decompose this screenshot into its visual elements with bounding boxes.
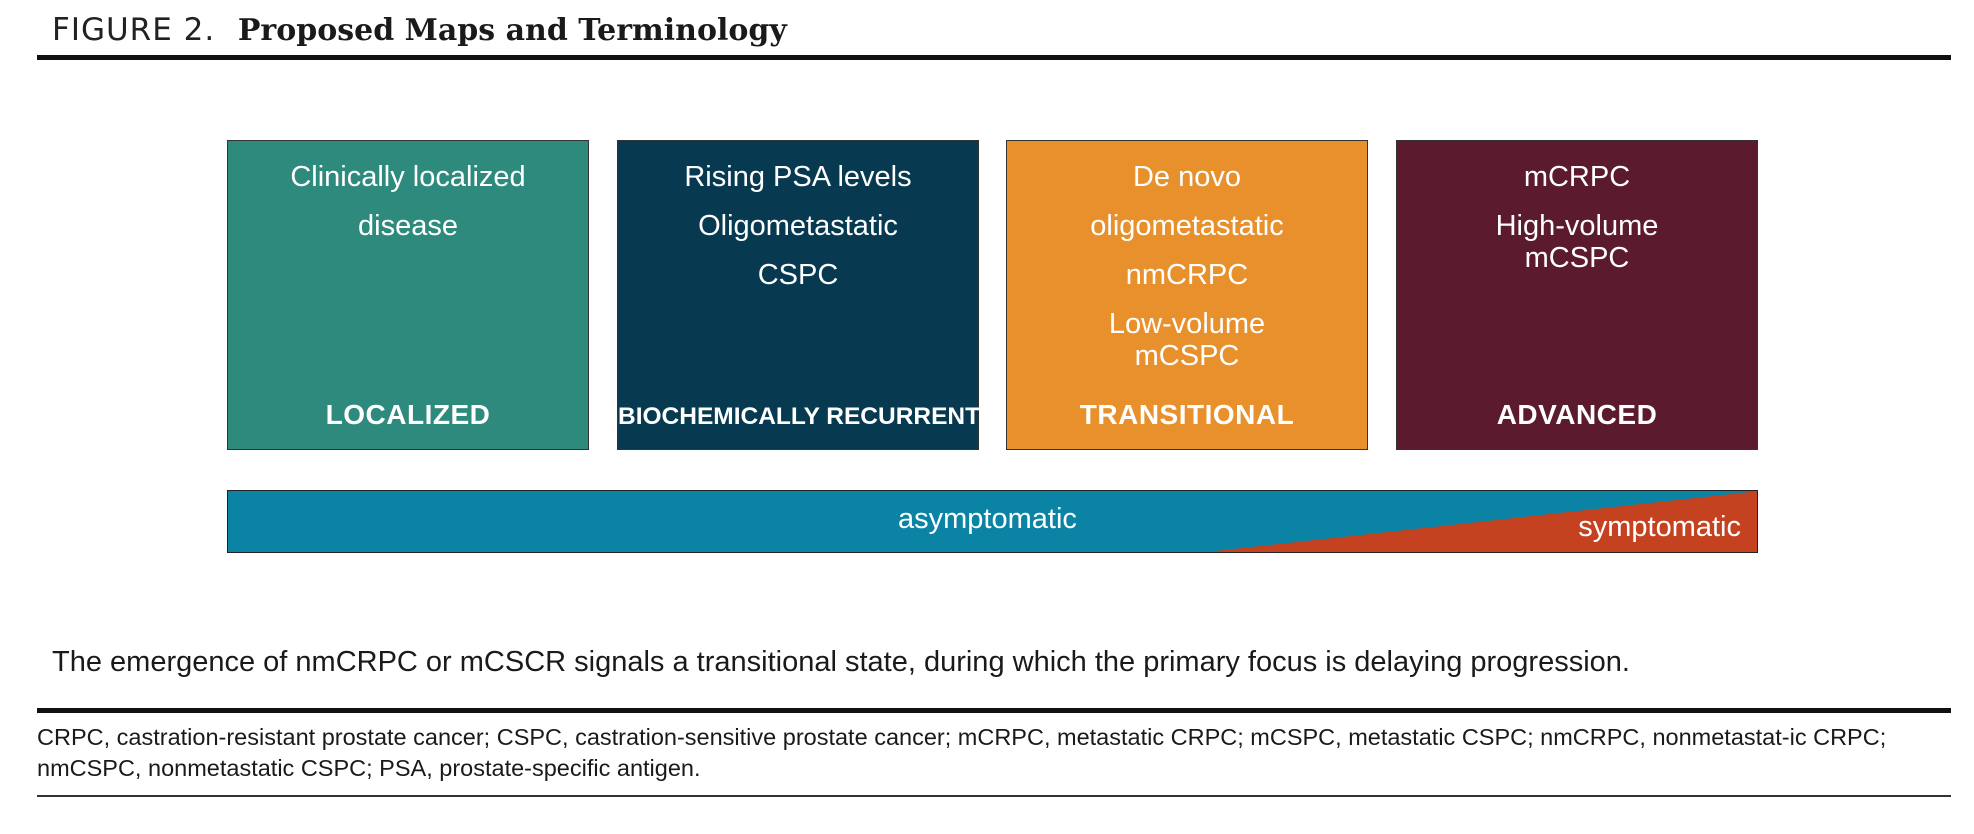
stage-line: High-volume mCSPC xyxy=(1495,210,1659,274)
symptom-bar: asymptomatic symptomatic xyxy=(227,490,1758,553)
symptom-bar-graphic xyxy=(228,491,1757,552)
stage-line: mCRPC xyxy=(1523,161,1631,193)
stage-line: Clinically localized xyxy=(290,161,526,193)
figure-label: FIGURE 2. xyxy=(52,12,216,48)
stage-description: mCRPC High-volume mCSPC xyxy=(1397,161,1757,291)
figure-title: Proposed Maps and Terminology xyxy=(237,13,787,48)
stage-description: Rising PSA levels Oligometastatic CSPC xyxy=(618,161,978,308)
stage-label: TRANSITIONAL xyxy=(1079,399,1295,430)
stage-box-biochemically-recurrent: Rising PSA levels Oligometastatic CSPC B… xyxy=(617,140,981,450)
figure-caption: The emergence of nmCRPC or mCSCR signals… xyxy=(52,646,1630,678)
symptomatic-wedge xyxy=(1206,491,1757,552)
stage-label: ADVANCED xyxy=(1496,399,1658,430)
stage-line: oligometastatic xyxy=(1090,210,1284,242)
symptomatic-label: symptomatic xyxy=(1578,511,1741,543)
figure-header: FIGURE 2. Proposed Maps and Terminology xyxy=(52,10,787,51)
bottom-rule xyxy=(37,795,1951,797)
stage-line: De novo xyxy=(1132,161,1241,193)
stage-description: Clinically localized disease xyxy=(228,161,588,259)
top-rule xyxy=(37,55,1951,60)
stage-line: Rising PSA levels xyxy=(684,161,912,193)
stage-box-localized: Clinically localized disease LOCALIZED xyxy=(227,140,589,450)
stage-line: disease xyxy=(358,210,458,242)
stage-box-transitional: De novo oligometastatic nmCRPC Low-volum… xyxy=(1006,140,1368,450)
abbreviations-footnote: CRPC, castration-resistant prostate canc… xyxy=(37,724,1887,781)
stage-line: nmCRPC xyxy=(1125,259,1249,291)
stage-line: Oligometastatic xyxy=(698,210,898,242)
footnote-rule xyxy=(37,708,1951,713)
stage-label: BIOCHEMICALLY RECURRENT xyxy=(618,403,981,430)
asymptomatic-label: asymptomatic xyxy=(898,503,1077,535)
stage-label: LOCALIZED xyxy=(325,399,491,430)
stage-line: Low-volume mCSPC xyxy=(1108,308,1266,372)
stage-box-advanced: mCRPC High-volume mCSPC ADVANCED xyxy=(1396,140,1758,450)
stage-line: CSPC xyxy=(757,259,839,291)
stage-description: De novo oligometastatic nmCRPC Low-volum… xyxy=(1007,161,1367,389)
